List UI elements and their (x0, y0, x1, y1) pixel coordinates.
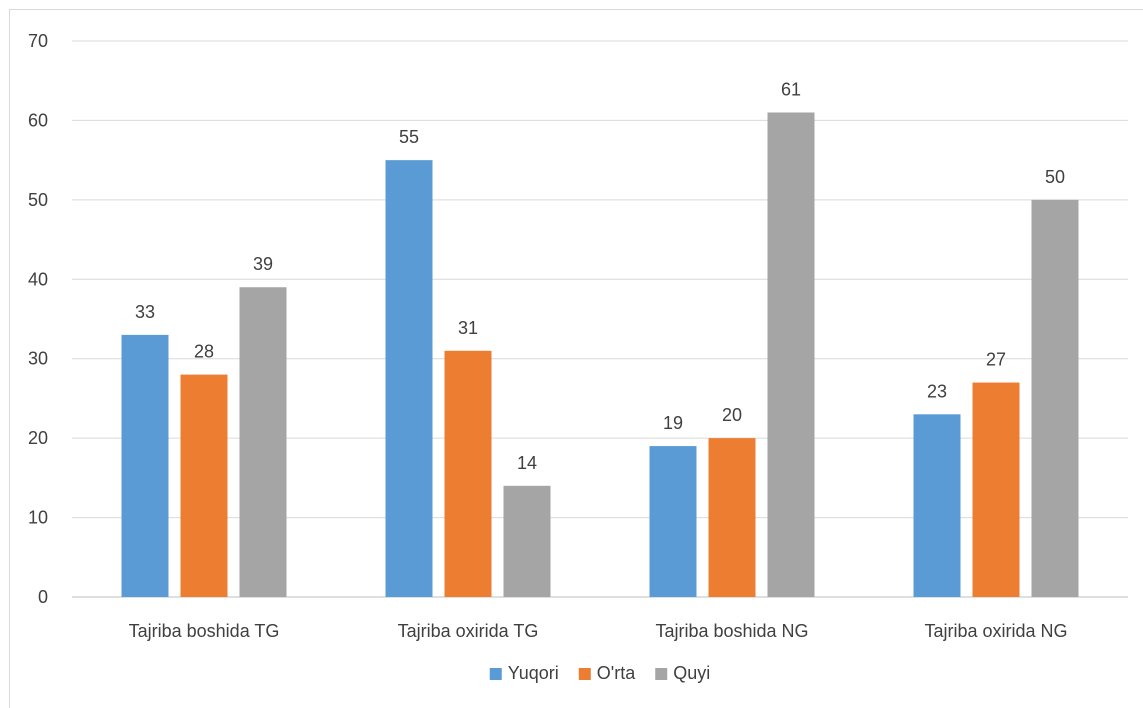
data-labels: 33 28 39 55 31 14 19 20 61 23 27 50 (135, 79, 1065, 472)
y-tick-label: 60 (28, 110, 48, 130)
bar-yuqori (913, 414, 961, 597)
bar-o-rta (972, 382, 1020, 597)
legend-item: O'rta (578, 663, 636, 683)
chart-frame (9, 9, 1143, 708)
data-label: 55 (399, 127, 419, 147)
bars (121, 112, 1079, 597)
bar-o-rta (180, 374, 228, 597)
gridlines (72, 40, 1128, 598)
y-tick-label: 40 (28, 269, 48, 289)
data-label: 20 (722, 405, 742, 425)
legend-label: Yuqori (508, 663, 559, 683)
legend-item: Yuqori (489, 663, 559, 683)
legend-swatch (489, 668, 502, 680)
data-label: 31 (458, 318, 478, 338)
legend-swatch (655, 668, 668, 680)
bar-yuqori (121, 334, 169, 597)
y-tick-label: 70 (28, 31, 48, 51)
data-label: 19 (663, 413, 683, 433)
y-axis: 0 10 20 30 40 50 60 70 (28, 31, 48, 607)
data-label: 39 (253, 254, 273, 274)
y-tick-label: 10 (28, 508, 48, 528)
x-tick-label: Tajriba oxirida NG (924, 621, 1067, 641)
bar-o-rta (708, 438, 756, 597)
bar-quyi (503, 485, 551, 597)
bar-quyi (767, 112, 815, 597)
data-label: 27 (986, 350, 1006, 370)
x-axis: Tajriba boshida TG Tajriba oxirida TG Tajr… (129, 621, 1068, 641)
legend-swatch (578, 668, 591, 680)
y-tick-label: 30 (28, 349, 48, 369)
data-label: 14 (517, 453, 537, 473)
bar-quyi (1031, 199, 1079, 597)
y-tick-label: 0 (38, 587, 48, 607)
data-label: 50 (1045, 167, 1065, 187)
data-label: 28 (194, 342, 214, 362)
bar-o-rta (444, 350, 492, 597)
x-tick-label: Tajriba boshida TG (129, 621, 280, 641)
legend-label: Quyi (673, 663, 710, 683)
x-tick-label: Tajriba boshida NG (655, 621, 808, 641)
data-label: 33 (135, 302, 155, 322)
legend-item: Quyi (655, 663, 710, 683)
bar-quyi (239, 287, 287, 597)
bar-yuqori (385, 160, 433, 597)
y-tick-label: 20 (28, 428, 48, 448)
y-tick-label: 50 (28, 190, 48, 210)
data-label: 61 (781, 79, 801, 99)
x-tick-label: Tajriba oxirida TG (398, 621, 539, 641)
data-label: 23 (927, 381, 947, 401)
legend: Yuqori O'rta Quyi (489, 663, 710, 683)
legend-label: O'rta (597, 663, 636, 683)
bar-yuqori (649, 446, 697, 597)
